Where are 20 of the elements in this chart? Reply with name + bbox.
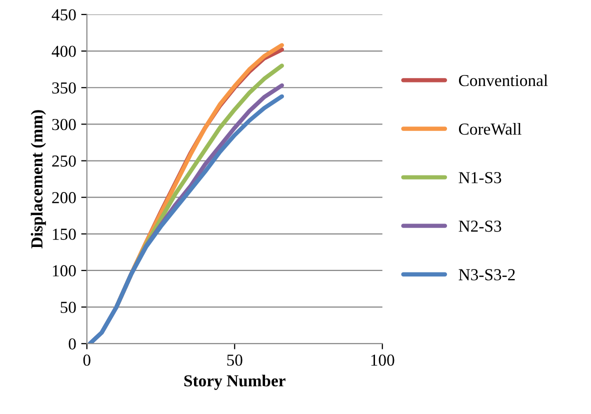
y-tick-label: 400 <box>52 46 76 58</box>
y-tick-label: 300 <box>52 118 76 130</box>
y-tick-label: 0 <box>68 338 76 350</box>
x-tick-label: 50 <box>227 354 242 366</box>
y-tick-label: 150 <box>52 228 76 240</box>
y-tick-label: 450 <box>52 9 76 20</box>
y-tick-label: 50 <box>60 302 76 313</box>
y-axis-title: Displacement (mm) <box>30 110 46 248</box>
legend-label: N2-S3 <box>458 220 502 232</box>
legend-label: CoreWall <box>458 123 522 135</box>
y-tick-label: 250 <box>52 155 76 167</box>
y-tick-label: 200 <box>52 192 76 204</box>
legend-label: N3-S3-2 <box>458 269 515 280</box>
x-tick-label: 0 <box>83 354 90 366</box>
legend-label: N1-S3 <box>458 172 502 184</box>
y-tick-label: 100 <box>52 265 76 276</box>
x-tick-label: 100 <box>371 354 394 366</box>
legend-label: Conventional <box>458 74 548 86</box>
y-tick-label: 350 <box>52 82 76 94</box>
x-axis-title: Story Number <box>184 374 286 390</box>
